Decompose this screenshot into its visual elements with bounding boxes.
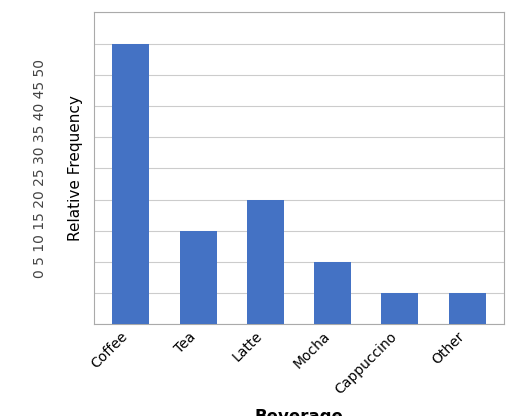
Bar xyxy=(247,200,284,324)
Text: 0 5 10 15 20 25 30 35 40 45 50: 0 5 10 15 20 25 30 35 40 45 50 xyxy=(33,59,47,278)
Y-axis label: Relative Frequency: Relative Frequency xyxy=(68,96,83,241)
Bar xyxy=(449,293,486,324)
Bar xyxy=(112,44,149,324)
Bar xyxy=(179,231,216,324)
X-axis label: Beverage: Beverage xyxy=(255,408,343,416)
Bar xyxy=(314,262,351,324)
Bar xyxy=(382,293,419,324)
